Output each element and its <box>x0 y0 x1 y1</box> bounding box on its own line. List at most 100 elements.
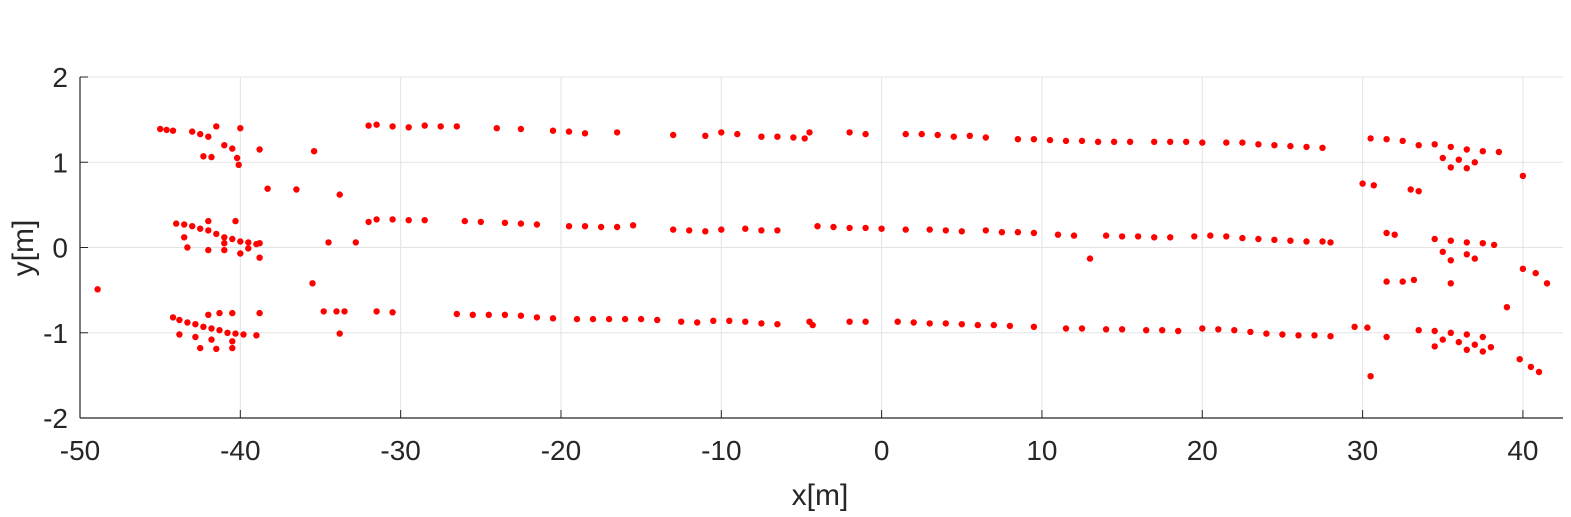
data-point <box>1078 137 1086 145</box>
x-tick-label: 20 <box>1187 435 1218 466</box>
data-point <box>926 226 933 233</box>
data-point <box>533 221 541 228</box>
data-point <box>1463 146 1471 153</box>
data-point <box>1463 331 1471 338</box>
data-point <box>1391 231 1398 238</box>
data-point <box>1143 327 1150 334</box>
data-point <box>1110 138 1118 145</box>
data-point <box>1431 141 1438 148</box>
data-point <box>1383 229 1390 237</box>
data-point <box>1463 251 1471 258</box>
data-point <box>958 228 965 235</box>
data-point <box>205 217 212 225</box>
data-point <box>809 321 816 329</box>
y-tick-label: 1 <box>52 147 68 178</box>
data-point <box>982 134 989 141</box>
data-point <box>1094 138 1102 145</box>
x-tick-label: 40 <box>1507 435 1538 466</box>
data-point <box>830 223 837 231</box>
data-point <box>163 126 170 134</box>
data-point <box>365 218 372 226</box>
data-point <box>1479 240 1487 247</box>
data-point <box>1102 326 1110 333</box>
data-point <box>1364 324 1371 331</box>
data-point <box>200 323 207 330</box>
data-point <box>613 223 621 231</box>
data-point <box>1479 333 1487 341</box>
data-point <box>205 227 212 234</box>
data-point <box>389 123 396 130</box>
data-point <box>389 309 396 316</box>
data-point <box>1223 233 1230 240</box>
data-point <box>1279 331 1286 338</box>
y-tick-label: -1 <box>43 318 68 349</box>
data-point <box>221 142 228 149</box>
data-point <box>1070 232 1078 239</box>
data-point <box>173 220 180 227</box>
data-point <box>229 309 236 317</box>
data-point <box>998 229 1006 236</box>
x-tick-label: 0 <box>874 435 890 466</box>
data-point <box>216 309 223 317</box>
data-point <box>461 217 468 225</box>
data-point <box>1471 341 1479 348</box>
data-point <box>966 132 973 139</box>
data-point <box>1415 188 1422 195</box>
x-axis-label: x[m] <box>792 479 849 512</box>
data-point <box>742 318 749 325</box>
data-point <box>1319 238 1326 245</box>
data-point <box>918 130 925 138</box>
data-point <box>894 318 901 325</box>
data-point <box>1495 148 1503 156</box>
data-point <box>1118 233 1126 240</box>
data-point <box>205 246 212 254</box>
data-point <box>990 321 997 329</box>
data-point <box>1351 323 1358 330</box>
data-point <box>1471 255 1479 262</box>
data-point <box>235 161 242 168</box>
data-point <box>1223 139 1230 146</box>
data-point <box>256 254 263 261</box>
data-point <box>229 145 236 152</box>
data-point <box>1359 180 1366 187</box>
y-tick-label: -2 <box>43 403 68 434</box>
data-point <box>453 310 460 318</box>
data-point <box>814 223 821 230</box>
data-point <box>1102 232 1110 239</box>
data-point <box>806 129 813 136</box>
data-point <box>224 329 231 336</box>
data-point <box>264 185 271 192</box>
data-point <box>333 308 340 315</box>
data-point <box>1126 138 1134 145</box>
data-point <box>1006 322 1014 330</box>
data-point <box>1479 148 1487 155</box>
data-point <box>1543 280 1551 287</box>
data-point <box>710 317 717 324</box>
data-point <box>208 325 215 332</box>
data-point <box>1086 255 1094 262</box>
data-point <box>169 127 177 134</box>
data-point <box>320 308 327 315</box>
data-point <box>629 222 637 229</box>
data-point <box>549 127 557 134</box>
data-point <box>1519 172 1527 180</box>
data-point <box>421 122 428 129</box>
data-point <box>1399 278 1406 285</box>
data-point <box>1078 325 1086 332</box>
data-point <box>1271 142 1278 149</box>
data-point <box>176 316 183 324</box>
data-point <box>157 125 164 133</box>
data-point <box>517 220 525 227</box>
data-point <box>189 223 196 230</box>
data-point <box>758 227 765 234</box>
data-point <box>197 344 204 352</box>
data-point <box>718 226 725 233</box>
data-point <box>1490 241 1498 249</box>
data-point <box>1030 323 1038 330</box>
data-point <box>1231 327 1238 334</box>
data-point <box>1239 139 1246 146</box>
data-point <box>1175 327 1182 335</box>
data-point <box>1519 265 1527 272</box>
